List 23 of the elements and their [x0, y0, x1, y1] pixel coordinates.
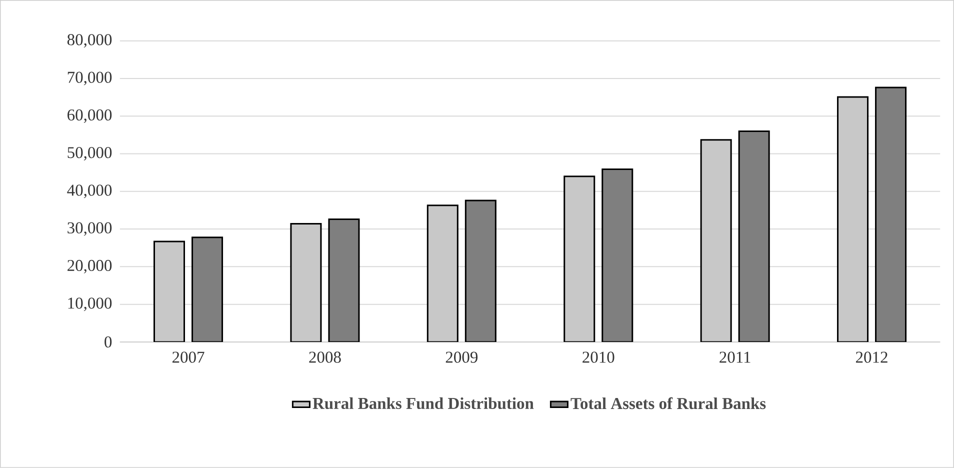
bar: [328, 218, 360, 342]
y-tick-label: 30,000: [68, 222, 112, 236]
y-tick-label: 10,000: [68, 298, 112, 312]
x-tick-label: 2010: [582, 352, 614, 363]
bar: [875, 86, 907, 342]
bar: [602, 168, 634, 342]
legend-label: Rural Banks Fund Distribution: [312, 397, 534, 410]
y-tick-label: 80,000: [67, 34, 112, 48]
legend-label: Total Assets of Rural Banks: [570, 397, 766, 410]
y-tick-label: 40,000: [67, 184, 112, 198]
y-tick-label: 70,000: [68, 72, 112, 86]
x-tick-label: 2008: [309, 352, 341, 363]
y-tick-label: 60,000: [68, 109, 112, 123]
x-tick-label: 2009: [446, 352, 478, 363]
y-tick-label: 20,000: [68, 260, 112, 274]
bar: [464, 200, 496, 342]
y-tick-label: 0: [104, 336, 112, 348]
bar: [192, 236, 224, 342]
y-tick-label: 50,000: [68, 147, 112, 161]
x-tick-label: 2007: [172, 352, 204, 363]
x-tick-label: 2011: [720, 352, 750, 363]
bar: [738, 130, 770, 342]
x-tick-label: 2012: [856, 352, 888, 363]
